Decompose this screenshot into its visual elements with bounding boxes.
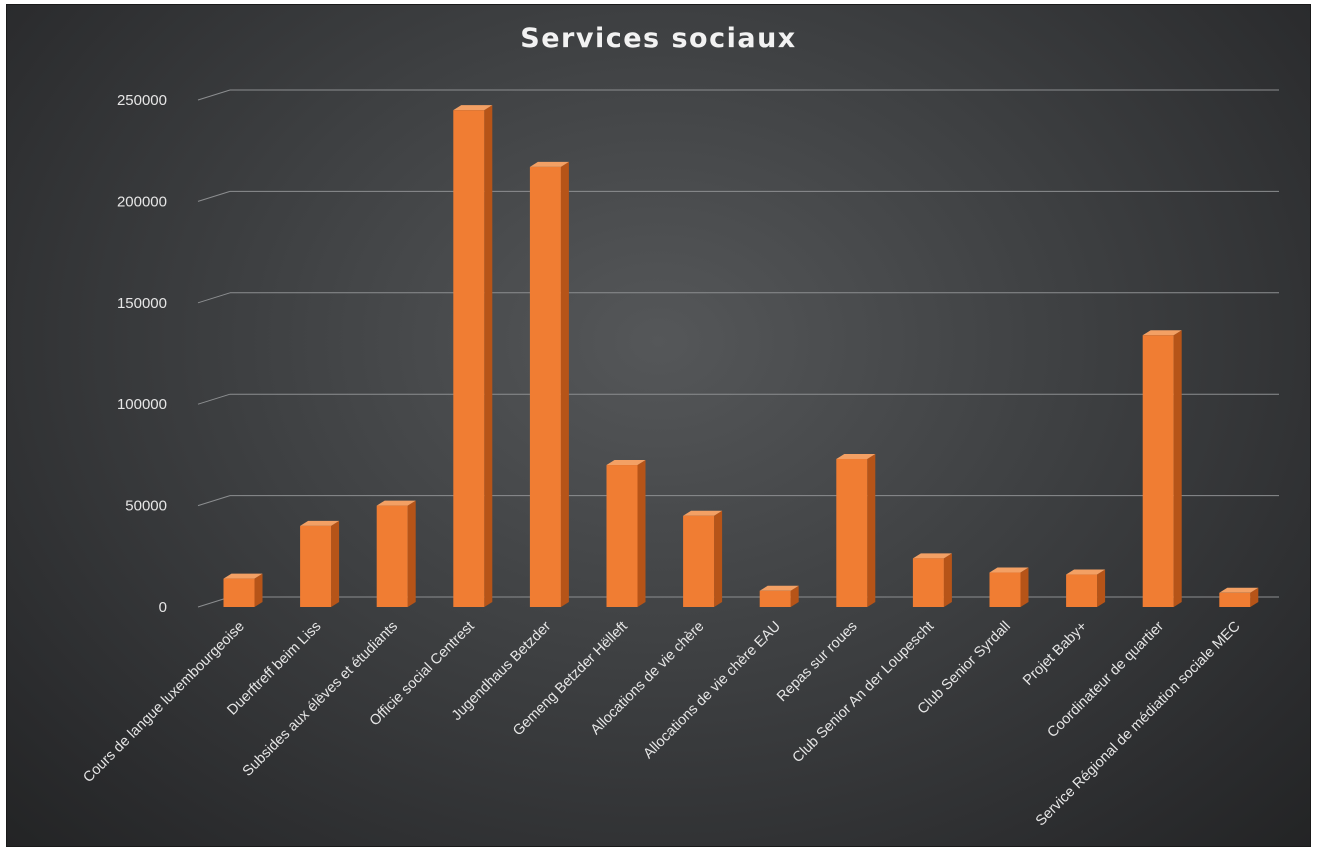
bar-front [683, 515, 715, 607]
bar [453, 105, 493, 607]
bar-front [606, 465, 638, 607]
y-tick-label: 100000 [117, 396, 167, 413]
gridline-diag-100000 [197, 393, 231, 405]
bar-side [560, 161, 569, 607]
bar-front [836, 458, 868, 607]
bar-side [1250, 587, 1259, 607]
bar-front [1219, 592, 1251, 607]
bars [223, 105, 1259, 607]
y-axis-ticks: 0 50000 100000 150000 200000 250000 [117, 92, 167, 616]
bar-side [407, 500, 416, 607]
bar [683, 510, 723, 607]
bar-side [790, 585, 799, 607]
bar-top [912, 553, 952, 559]
bar-front [989, 572, 1021, 607]
bar-top [1066, 569, 1106, 575]
bar-side [867, 453, 876, 607]
bar-top [453, 105, 493, 111]
y-tick-label: 50000 [125, 498, 167, 515]
bar-chart: 0 50000 100000 150000 200000 250000 Cours de … [80, 89, 1279, 829]
x-tick-label: Repas sur roues [774, 619, 861, 706]
bar-top [529, 161, 569, 167]
x-tick-label: Club Senior An der Loupescht [790, 619, 938, 767]
bar [1066, 569, 1106, 607]
bar-front [300, 525, 332, 607]
bar-top [989, 567, 1029, 573]
x-tick-label: Subsides aux élèves et étudiants [240, 619, 401, 780]
x-tick-label: Cours de langue luxembourgeoise [80, 619, 247, 786]
bar-front [1066, 574, 1098, 607]
bar-top [606, 460, 646, 466]
gridline-diag-250000 [197, 89, 231, 101]
bar [759, 585, 799, 607]
bar-top [1219, 587, 1259, 593]
bar-side [714, 510, 723, 607]
bar-side [1097, 569, 1106, 607]
bar-top [1142, 330, 1182, 336]
y-tick-label: 200000 [117, 193, 167, 210]
bar-front [912, 558, 944, 607]
bar [300, 520, 340, 607]
bar-front [453, 110, 485, 607]
bar-top [836, 453, 876, 459]
bar-top [683, 510, 723, 516]
bar-front [759, 590, 791, 607]
bar-front [223, 578, 255, 607]
x-axis-labels: Cours de langue luxembourgeoiseDuerftref… [80, 618, 1243, 829]
gridline-diag-200000 [197, 190, 231, 202]
chart-title: Services sociaux [520, 23, 797, 54]
bar-top [376, 500, 416, 506]
x-tick-label: Allocations de vie chère EAU [640, 619, 784, 763]
bar-front [529, 166, 561, 607]
bar [836, 453, 876, 607]
bar [989, 567, 1029, 607]
bar-top [223, 573, 263, 579]
bar-front [1142, 335, 1174, 607]
bar [606, 460, 646, 607]
bar-top [759, 585, 799, 591]
bar-side [943, 553, 952, 607]
y-tick-label: 250000 [117, 92, 167, 109]
bar [529, 161, 569, 607]
y-tick-label: 0 [159, 599, 167, 616]
bar [1219, 587, 1259, 607]
bar [912, 553, 952, 607]
bar [1142, 330, 1182, 607]
gridline-diag-150000 [197, 292, 231, 304]
y-tick-label: 150000 [117, 295, 167, 312]
bar [376, 500, 416, 607]
gridlines [197, 89, 1279, 608]
bar-side [331, 520, 340, 607]
x-tick-label: Projet Baby+ [1020, 619, 1090, 689]
bar-side [1173, 330, 1182, 607]
bar [223, 573, 263, 607]
gridline-diag-50000 [197, 495, 231, 507]
bar-side [637, 460, 646, 607]
bar-top [300, 520, 340, 526]
bar-front [376, 505, 408, 607]
bar-side [1020, 567, 1029, 607]
chart-area: Services sociaux 0 50000 100000 150000 20000… [6, 4, 1311, 847]
bar-side [484, 105, 493, 607]
bar-side [254, 573, 263, 607]
